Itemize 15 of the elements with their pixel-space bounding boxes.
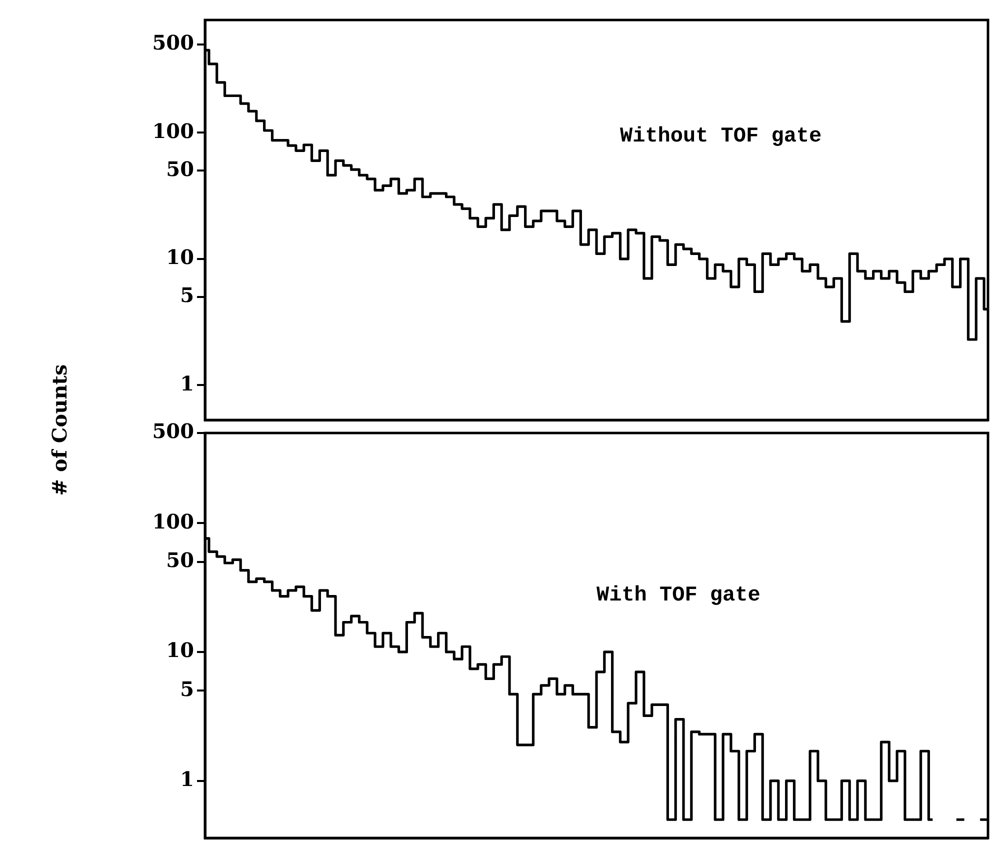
y-tick-label: 10 xyxy=(166,638,194,662)
y-tick-label: 50 xyxy=(166,548,194,572)
y-tick-label: 10 xyxy=(166,245,194,270)
y-tick-label: 500 xyxy=(152,419,194,444)
annotation: Without TOF gate xyxy=(620,125,822,148)
y-tick-label: 5 xyxy=(180,283,194,308)
y-tick-label: 100 xyxy=(152,509,194,534)
y-tick-label: 100 xyxy=(152,118,194,143)
y-tick-label: 1 xyxy=(180,767,194,792)
y-tick-label: 50 xyxy=(166,156,194,181)
annotation: With TOF gate xyxy=(596,584,760,608)
y-axis-title: # of Counts xyxy=(48,364,72,496)
y-tick-label: 500 xyxy=(152,30,194,55)
y-tick-label: 5 xyxy=(180,676,194,701)
y-tick-label: 1 xyxy=(180,371,194,396)
